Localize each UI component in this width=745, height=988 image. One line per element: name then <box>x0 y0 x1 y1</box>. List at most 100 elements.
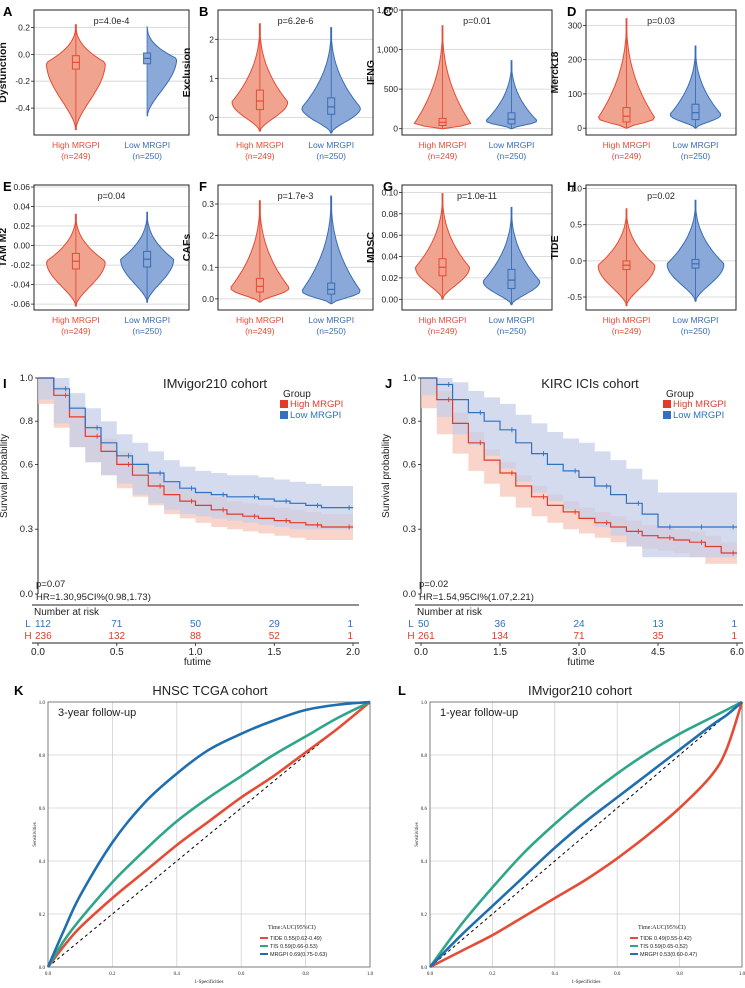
group-n-label: (n=249) <box>428 326 458 336</box>
panel-letter: L <box>398 683 406 698</box>
y-tick-label: 0.0 <box>202 294 214 304</box>
y-axis-label: Survival probability <box>381 434 392 518</box>
y-tick-label: 0.2 <box>39 913 46 918</box>
x-tick-label: 0.8 <box>302 972 309 977</box>
risk-count: 50 <box>418 619 430 630</box>
p-value-label: p=6.2e-6 <box>278 16 314 26</box>
y-tick-label: 0.0 <box>39 966 46 971</box>
y-tick-label: 0.3 <box>202 199 214 209</box>
x-tick-label: 0.4 <box>552 972 559 977</box>
p-value-label: p=0.04 <box>98 191 126 201</box>
y-tick-label: 0.00 <box>381 294 398 304</box>
y-tick-label: 500 <box>384 84 398 94</box>
y-axis-label: Sensitivities <box>415 822 420 847</box>
p-value-label: p=0.03 <box>647 16 675 26</box>
risk-count: 1 <box>731 619 737 630</box>
x-tick-label: 0.2 <box>109 972 116 977</box>
group-n-label: (n=249) <box>612 326 642 336</box>
risk-count: 35 <box>652 631 664 642</box>
legend-label: High MRGPI <box>673 399 726 410</box>
p-value-label: p=0.02 <box>419 579 448 590</box>
p-value-label: p=0.07 <box>36 579 65 590</box>
plot-frame <box>585 9 737 136</box>
group-label: Low MRGPI <box>673 140 719 150</box>
y-tick-label: 0.2 <box>18 23 30 33</box>
p-value-label: p=4.0e-4 <box>94 16 130 26</box>
violin-iqr-box <box>255 89 264 111</box>
y-tick-label: 0.5 <box>570 220 582 230</box>
group-n-label: (n=250) <box>497 151 527 161</box>
risk-count: 132 <box>108 631 125 642</box>
y-tick-label: 1,000 <box>377 45 399 55</box>
violin-iqr-box <box>327 282 336 295</box>
y-tick-label: 0.2 <box>202 231 214 241</box>
group-n-label: (n=250) <box>316 151 346 161</box>
x-tick-label: 0.0 <box>427 972 434 977</box>
y-tick-label: 0 <box>393 124 398 134</box>
y-tick-label: 0.3 <box>20 524 33 535</box>
plot-frame <box>33 9 190 136</box>
violin-iqr-box <box>622 107 631 123</box>
km-ci-band <box>38 378 353 530</box>
legend-swatch <box>663 411 671 419</box>
risk-count: 29 <box>269 619 281 630</box>
y-tick-label: 0.1 <box>202 262 214 272</box>
violin-iqr-box <box>327 97 336 115</box>
group-n-label: (n=249) <box>428 151 458 161</box>
y-tick-label: 0.06 <box>13 182 30 192</box>
y-tick-label: 0 <box>209 112 214 122</box>
panel-letter: J <box>385 376 392 391</box>
risk-row-label: L <box>408 619 414 630</box>
group-label: Low MRGPI <box>673 315 719 325</box>
risk-row-label: H <box>24 631 31 642</box>
risk-row-label: H <box>407 631 414 642</box>
plot-frame <box>47 701 371 968</box>
y-tick-label: 100 <box>568 89 582 99</box>
group-label: Low MRGPI <box>124 315 170 325</box>
group-label: High MRGPI <box>419 140 467 150</box>
risk-count: 1 <box>347 619 353 630</box>
km-curve-high <box>38 377 353 528</box>
hazard-ratio-label: HR=1.30,95CI%(0.98,1.73) <box>36 592 151 603</box>
panel-letter: F <box>199 179 207 194</box>
roc-curve-tis <box>46 700 371 968</box>
roc-curve-tide <box>429 701 744 969</box>
km-curve-high <box>421 377 737 554</box>
group-label: Low MRGPI <box>308 140 354 150</box>
group-n-label: (n=250) <box>681 326 711 336</box>
y-tick-label: -0.02 <box>11 260 31 270</box>
y-tick-label: 1 <box>209 73 214 83</box>
x-tick-label: 6.0 <box>730 647 744 658</box>
y-tick-label: 300 <box>568 20 582 30</box>
x-tick-label: 1.0 <box>739 972 745 977</box>
legend-label: High MRGPI <box>290 399 343 410</box>
group-label: Low MRGPI <box>489 140 535 150</box>
group-n-label: (n=249) <box>61 326 91 336</box>
y-tick-label: 1.0 <box>403 373 416 384</box>
p-value-label: p=0.01 <box>463 16 491 26</box>
y-tick-label: 0.2 <box>421 913 428 918</box>
group-n-label: (n=250) <box>132 326 162 336</box>
risk-count: 88 <box>190 631 202 642</box>
y-tick-label: 0.0 <box>570 256 582 266</box>
y-tick-label: 0.08 <box>381 209 398 219</box>
violin-iqr-box <box>255 277 264 293</box>
y-tick-label: -0.4 <box>15 103 30 113</box>
x-axis-label: futime <box>184 657 212 668</box>
x-tick-label: 4.5 <box>651 647 665 658</box>
group-label: High MRGPI <box>603 315 651 325</box>
y-tick-label: 0.8 <box>403 416 416 427</box>
legend-title: Time:AUC(95%CI) <box>268 924 316 931</box>
risk-count: 1 <box>347 631 353 642</box>
y-tick-label: 0.00 <box>13 241 30 251</box>
violin-iqr-box <box>691 103 700 121</box>
group-n-label: (n=249) <box>245 151 275 161</box>
legend-label: TIS 0.59(0.66-0.53) <box>270 944 318 950</box>
y-tick-label: -0.04 <box>11 280 31 290</box>
roc-curve-mrgpi <box>46 700 371 968</box>
roc-title: IMvigor210 cohort <box>528 683 632 698</box>
group-n-label: (n=250) <box>681 151 711 161</box>
violin-iqr-box <box>507 112 516 125</box>
risk-count: 1 <box>731 631 737 642</box>
legend-swatch <box>663 400 671 408</box>
